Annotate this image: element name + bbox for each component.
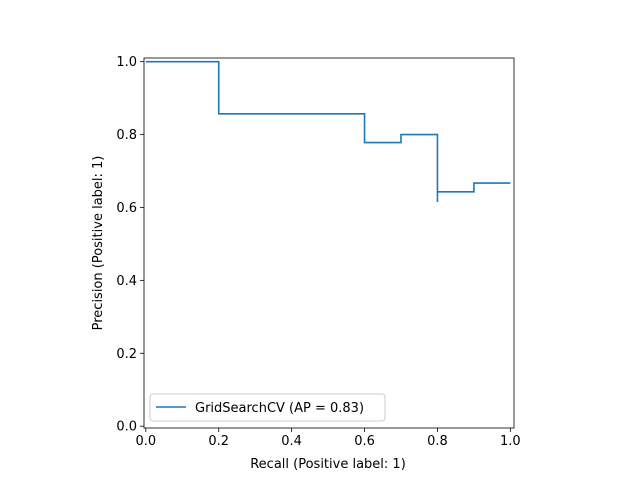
y-tick-label: 0.6 xyxy=(116,201,137,216)
y-tick-label: 0.2 xyxy=(116,347,137,362)
x-axis-ticks: 0.0 0.2 0.4 0.6 0.8 1.0 xyxy=(135,428,521,449)
y-axis-label: Precision (Positive label: 1) xyxy=(91,156,106,331)
x-tick-label: 0.4 xyxy=(281,434,302,449)
legend: GridSearchCV (AP = 0.83) xyxy=(149,393,386,422)
x-tick-label: 1.0 xyxy=(500,434,521,449)
x-tick-label: 0.6 xyxy=(354,434,375,449)
legend-label: GridSearchCV (AP = 0.83) xyxy=(195,401,364,416)
y-tick-label: 0.0 xyxy=(116,420,137,435)
x-tick-label: 0.8 xyxy=(427,434,448,449)
y-tick-label: 1.0 xyxy=(116,55,137,70)
axes-frame xyxy=(143,57,515,429)
x-tick-label: 0.2 xyxy=(208,434,229,449)
legend-frame xyxy=(149,393,386,422)
series-line-0 xyxy=(145,60,511,202)
y-tick-label: 0.4 xyxy=(116,274,137,289)
plot-area xyxy=(143,57,515,429)
y-axis-ticks: 0.0 0.2 0.4 0.6 0.8 1.0 xyxy=(116,55,144,435)
y-tick-label: 0.8 xyxy=(116,128,137,143)
x-tick-label: 0.0 xyxy=(135,434,156,449)
x-axis-label: Recall (Positive label: 1) xyxy=(250,457,406,472)
